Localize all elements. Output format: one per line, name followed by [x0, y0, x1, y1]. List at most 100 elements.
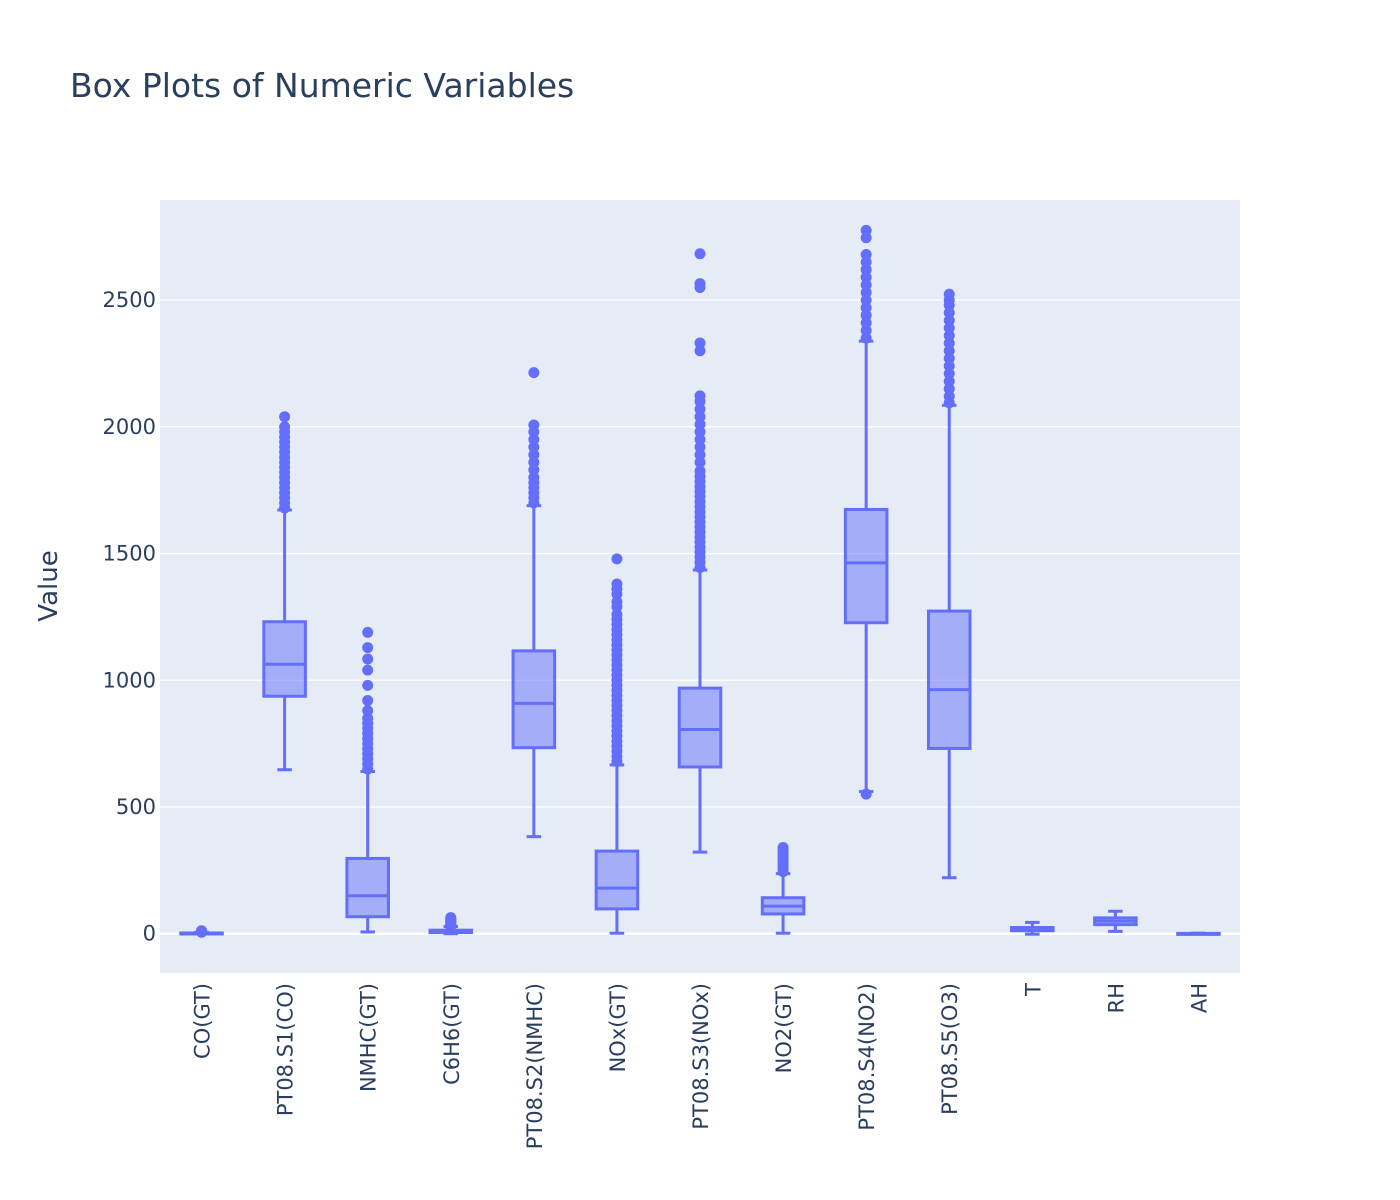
outlier-point — [694, 248, 706, 260]
box-PT08.S3(NOx) — [677, 248, 723, 854]
box-T — [1010, 920, 1055, 936]
box-CO(GT) — [179, 925, 224, 938]
outlier-point — [777, 842, 789, 854]
outlier-point — [694, 434, 706, 446]
y-tick-label: 1500 — [103, 542, 156, 566]
box-AH — [1176, 931, 1221, 936]
outlier-point — [943, 375, 955, 387]
outlier-point — [694, 411, 706, 423]
box-PT08.S2(NMHC) — [511, 367, 557, 839]
x-tick-label: PT08.S1(CO) — [274, 983, 298, 1116]
y-tick-label: 0 — [143, 922, 156, 946]
iqr-box — [926, 609, 972, 750]
outlier-point — [528, 419, 540, 431]
outlier-point — [362, 626, 374, 638]
outlier-point — [860, 317, 872, 329]
outlier-point — [196, 925, 208, 937]
outlier-point — [860, 788, 872, 800]
y-tick-label: 1000 — [103, 668, 156, 692]
box-NOx(GT) — [594, 553, 640, 935]
chart-title: Box Plots of Numeric Variables — [70, 66, 575, 105]
y-axis-title: Value — [34, 550, 64, 621]
outlier-point — [528, 434, 540, 446]
outlier-point — [611, 578, 623, 590]
outlier-point — [943, 330, 955, 342]
outlier-point — [943, 368, 955, 380]
outlier-point — [694, 456, 706, 468]
box-PT08.S1(CO) — [262, 411, 307, 772]
outlier-point — [943, 288, 955, 300]
outlier-point — [362, 705, 374, 717]
box-PT08.S5(O3) — [926, 288, 972, 880]
outlier-point — [528, 472, 540, 484]
x-tick-label: RH — [1104, 983, 1128, 1013]
outlier-point — [943, 352, 955, 364]
outlier-point — [694, 278, 706, 290]
outlier-point — [943, 383, 955, 395]
outlier-point — [611, 553, 623, 565]
iqr-box — [511, 649, 557, 750]
outlier-point — [362, 679, 374, 691]
outlier-point — [860, 264, 872, 276]
outlier-point — [694, 441, 706, 453]
outlier-point — [943, 322, 955, 334]
outlier-point — [860, 248, 872, 260]
outlier-point — [694, 337, 706, 349]
outlier-point — [362, 642, 374, 654]
outlier-point — [943, 360, 955, 372]
outlier-point — [860, 271, 872, 283]
outlier-point — [528, 449, 540, 461]
outlier-point — [694, 418, 706, 430]
box-PT08.S4(NO2) — [843, 224, 889, 800]
outlier-point — [279, 411, 291, 423]
box-NMHC(GT) — [345, 626, 390, 934]
outlier-point — [528, 441, 540, 453]
outlier-point — [694, 345, 706, 357]
x-tick-label: NOx(GT) — [606, 983, 630, 1072]
outlier-point — [943, 307, 955, 319]
y-tick-label: 2000 — [103, 415, 156, 439]
box-C6H6(GT) — [428, 912, 474, 936]
outlier-point — [362, 712, 374, 724]
outlier-point — [611, 608, 623, 620]
x-tick-label: PT08.S4(NO2) — [855, 983, 879, 1131]
x-tick-label: NMHC(GT) — [357, 983, 381, 1092]
outlier-point — [694, 449, 706, 461]
outlier-point — [611, 596, 623, 608]
outlier-point — [943, 390, 955, 402]
outlier-point — [445, 912, 457, 924]
outlier-point — [860, 294, 872, 306]
box-NO2(GT) — [760, 842, 806, 935]
boxes — [179, 224, 1221, 938]
x-tick-label: PT08.S5(O3) — [938, 983, 962, 1115]
x-tick-label: CO(GT) — [191, 983, 215, 1059]
outlier-point — [860, 256, 872, 268]
y-axis-ticks: 0 500 1000 1500 2000 2500 — [103, 288, 156, 946]
iqr-box — [594, 849, 640, 911]
outlier-point — [694, 403, 706, 415]
y-tick-label: 500 — [116, 795, 156, 819]
outlier-point — [362, 653, 374, 665]
x-axis-ticks: CO(GT) PT08.S1(CO) NMHC(GT) C6H6(GT) PT08.S2… — [191, 983, 1212, 1149]
outlier-point — [860, 332, 872, 344]
outlier-point — [279, 421, 291, 433]
x-tick-label: AH — [1187, 983, 1211, 1013]
box-RH — [1093, 909, 1138, 933]
x-tick-label: C6H6(GT) — [440, 983, 464, 1085]
iqr-box — [677, 686, 723, 769]
outlier-point — [860, 325, 872, 337]
outlier-point — [860, 224, 872, 236]
outlier-point — [694, 426, 706, 438]
outlier-point — [943, 345, 955, 357]
x-tick-label: PT08.S3(NOx) — [689, 983, 713, 1130]
iqr-box — [345, 856, 390, 919]
iqr-box — [843, 507, 889, 625]
x-tick-label: PT08.S2(NMHC) — [523, 983, 547, 1149]
iqr-box — [262, 620, 307, 698]
outlier-point — [362, 695, 374, 707]
y-tick-label: 2500 — [103, 288, 156, 312]
outlier-point — [860, 302, 872, 314]
outlier-point — [528, 456, 540, 468]
outlier-point — [528, 464, 540, 476]
